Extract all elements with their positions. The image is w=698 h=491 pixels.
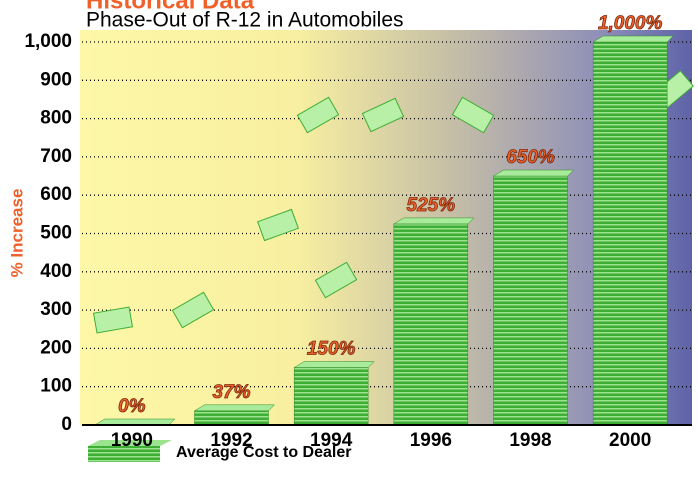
y-tick-label: 900 xyxy=(40,69,72,90)
y-tick-label: 0 xyxy=(61,414,72,435)
value-label: 0% xyxy=(118,396,146,417)
bar xyxy=(593,42,667,425)
y-tick-label: 700 xyxy=(40,146,72,167)
y-tick-label: 200 xyxy=(40,337,72,358)
y-axis-title: % Increase xyxy=(7,189,26,278)
bar xyxy=(294,368,368,425)
bar-top xyxy=(593,36,673,42)
bar xyxy=(195,411,269,425)
x-tick-label: 1992 xyxy=(210,430,252,451)
value-label: 1,000% xyxy=(598,13,663,34)
value-label: 150% xyxy=(307,339,356,360)
y-tick-label: 300 xyxy=(40,299,72,320)
y-tick-label: 600 xyxy=(40,184,72,205)
bar-top xyxy=(195,405,275,411)
value-label: 525% xyxy=(407,195,456,216)
bar xyxy=(394,224,468,425)
chart: Historical Data Phase-Out of R-12 in Aut… xyxy=(0,0,698,491)
x-tick-label: 1990 xyxy=(111,430,153,451)
y-tick-label: 500 xyxy=(40,223,72,244)
y-tick-label: 100 xyxy=(40,376,72,397)
value-label: 37% xyxy=(212,382,250,403)
x-tick-label: 1996 xyxy=(410,430,452,451)
y-tick-label: 800 xyxy=(40,108,72,129)
bar-top xyxy=(494,170,574,176)
y-tick-label: 1,000 xyxy=(24,31,72,52)
bar-top xyxy=(394,218,474,224)
value-label: 650% xyxy=(506,147,555,168)
x-tick-label: 1994 xyxy=(310,430,353,451)
bar-top xyxy=(294,362,374,368)
x-tick-label: 2000 xyxy=(609,430,651,451)
y-tick-label: 400 xyxy=(40,261,72,282)
chart-subtitle: Phase-Out of R-12 in Automobiles xyxy=(86,9,404,32)
bar xyxy=(494,176,568,425)
x-tick-label: 1998 xyxy=(509,430,551,451)
